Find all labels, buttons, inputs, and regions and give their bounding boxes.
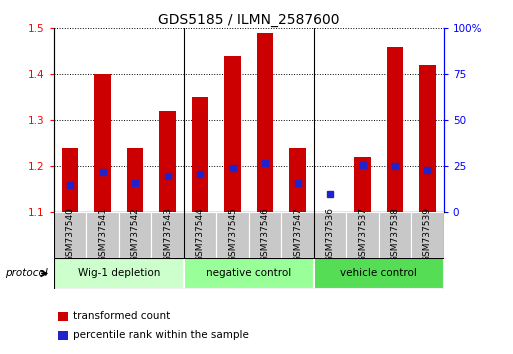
Bar — [216, 212, 249, 258]
Bar — [184, 212, 216, 258]
Bar — [127, 148, 143, 212]
Text: GSM737538: GSM737538 — [390, 207, 400, 262]
Text: GSM737536: GSM737536 — [326, 207, 334, 262]
Text: vehicle control: vehicle control — [340, 268, 417, 279]
Text: GSM737541: GSM737541 — [98, 207, 107, 262]
Text: transformed count: transformed count — [72, 311, 170, 321]
Text: GSM737546: GSM737546 — [261, 207, 269, 262]
Bar — [379, 212, 411, 258]
Bar — [192, 97, 208, 212]
Bar — [281, 212, 314, 258]
Bar — [184, 258, 314, 289]
Bar — [411, 212, 444, 258]
Bar — [314, 258, 444, 289]
Bar — [58, 331, 68, 340]
Bar — [119, 212, 151, 258]
Bar — [387, 47, 403, 212]
Bar — [54, 258, 184, 289]
Text: Wig-1 depletion: Wig-1 depletion — [77, 268, 160, 279]
Text: GSM737539: GSM737539 — [423, 207, 432, 262]
Bar — [94, 74, 111, 212]
Bar — [224, 56, 241, 212]
Text: GSM737545: GSM737545 — [228, 207, 237, 262]
Text: percentile rank within the sample: percentile rank within the sample — [72, 330, 248, 341]
Bar — [314, 212, 346, 258]
Bar — [346, 212, 379, 258]
Text: GSM737544: GSM737544 — [195, 207, 205, 262]
Text: GSM737540: GSM737540 — [66, 207, 74, 262]
Bar — [257, 33, 273, 212]
Text: protocol: protocol — [5, 268, 48, 279]
Bar — [289, 148, 306, 212]
Text: GSM737537: GSM737537 — [358, 207, 367, 262]
Bar — [249, 212, 281, 258]
Title: GDS5185 / ILMN_2587600: GDS5185 / ILMN_2587600 — [158, 13, 340, 27]
Text: GSM737543: GSM737543 — [163, 207, 172, 262]
Bar — [62, 148, 78, 212]
Text: negative control: negative control — [206, 268, 291, 279]
Bar — [54, 212, 86, 258]
Bar — [419, 65, 436, 212]
Bar — [86, 212, 119, 258]
Bar — [151, 212, 184, 258]
Text: GSM737547: GSM737547 — [293, 207, 302, 262]
Bar — [58, 312, 68, 321]
Bar — [354, 157, 370, 212]
Text: GSM737542: GSM737542 — [131, 207, 140, 262]
Bar — [160, 111, 175, 212]
